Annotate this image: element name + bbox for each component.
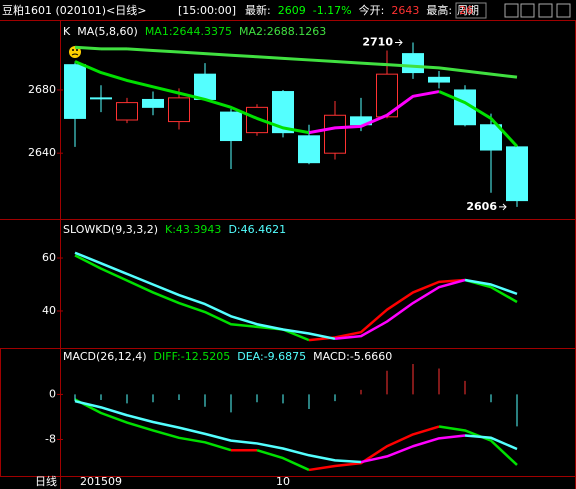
annotation: 2710: [362, 36, 393, 49]
legend-entry: DEA:-9.6875: [237, 350, 306, 363]
candle-body: [272, 91, 294, 134]
latest: 2609: [278, 4, 306, 17]
annotation: 2606: [466, 200, 497, 213]
smiley: [69, 46, 81, 58]
line-series: [464, 278, 518, 296]
line-series: [126, 47, 518, 79]
latest-label: 最新:: [245, 3, 271, 17]
icon[interactable]: [556, 3, 571, 18]
period[interactable]: 周期: [457, 4, 479, 17]
candle-body: [142, 98, 164, 108]
change: -1.17%: [313, 4, 352, 17]
line-series: [74, 254, 310, 342]
line-series: [464, 434, 518, 451]
annotation-arrow: [499, 203, 507, 211]
y-tick-label: -8: [45, 432, 56, 445]
line-series: [308, 278, 466, 342]
indicator: MA(5,8,60): [77, 25, 138, 38]
line-series: [334, 278, 466, 341]
legend-entry: D:46.4621: [228, 223, 286, 236]
open: 2643: [391, 4, 419, 17]
high-label: 最高:: [426, 3, 452, 17]
candle-body: [194, 73, 216, 100]
candle-body: [64, 64, 86, 119]
candle-body: [480, 124, 502, 151]
candle-body: [90, 97, 112, 100]
line-series: [438, 425, 518, 466]
line-series: [308, 90, 440, 135]
line-series: [308, 425, 440, 472]
panel-title: SLOWKD(9,3,3,2): [63, 223, 158, 236]
panel-title: MACD(26,12,4): [63, 350, 147, 363]
candle-body: [428, 76, 450, 83]
icon[interactable]: [520, 3, 535, 18]
period-label: 日线: [35, 474, 57, 488]
candle-body: [324, 114, 346, 154]
legend-entry: MACD:-5.6660: [313, 350, 392, 363]
panel-title: K: [63, 25, 71, 38]
y-tick-label: 2680: [28, 83, 56, 96]
candle-body: [168, 97, 190, 123]
symbol: 豆粕1601 (020101)<日线>: [2, 3, 147, 17]
line-series: [256, 449, 310, 472]
x-tick-label: 10: [276, 475, 290, 488]
y-tick-label: 40: [42, 304, 56, 317]
header-bar: [0, 0, 576, 20]
line-series: [360, 434, 466, 464]
annotation-arrow: [395, 39, 403, 46]
line-series: [74, 60, 310, 135]
y-tick-label: 2640: [28, 146, 56, 159]
candle-body: [298, 135, 320, 164]
candle-body: [506, 146, 528, 202]
line-series: [74, 45, 102, 51]
candle-body: [402, 53, 424, 74]
line-series: [74, 251, 336, 341]
y-tick-label: 0: [49, 387, 56, 400]
legend-entry: MA2:2688.1263: [239, 25, 326, 38]
candle-body: [220, 111, 242, 142]
time: [15:00:00]: [178, 4, 236, 17]
candle-body: [116, 102, 138, 121]
toolbar-icons: [504, 3, 571, 18]
line-series: [74, 398, 232, 452]
x-tick-label: 201509: [80, 475, 122, 488]
legend-entry: MA1:2644.3375: [145, 25, 232, 38]
y-tick-label: 60: [42, 251, 56, 264]
icon[interactable]: [538, 3, 553, 18]
period-button[interactable]: [455, 2, 487, 19]
line-series: [74, 399, 362, 464]
high: 26: [459, 4, 473, 17]
legend-entry: DIFF:-12.5205: [154, 350, 231, 363]
line-series: [438, 90, 519, 148]
legend-entry: K:43.3943: [165, 223, 221, 236]
icon[interactable]: [504, 3, 519, 18]
open-label: 今开:: [359, 3, 385, 17]
